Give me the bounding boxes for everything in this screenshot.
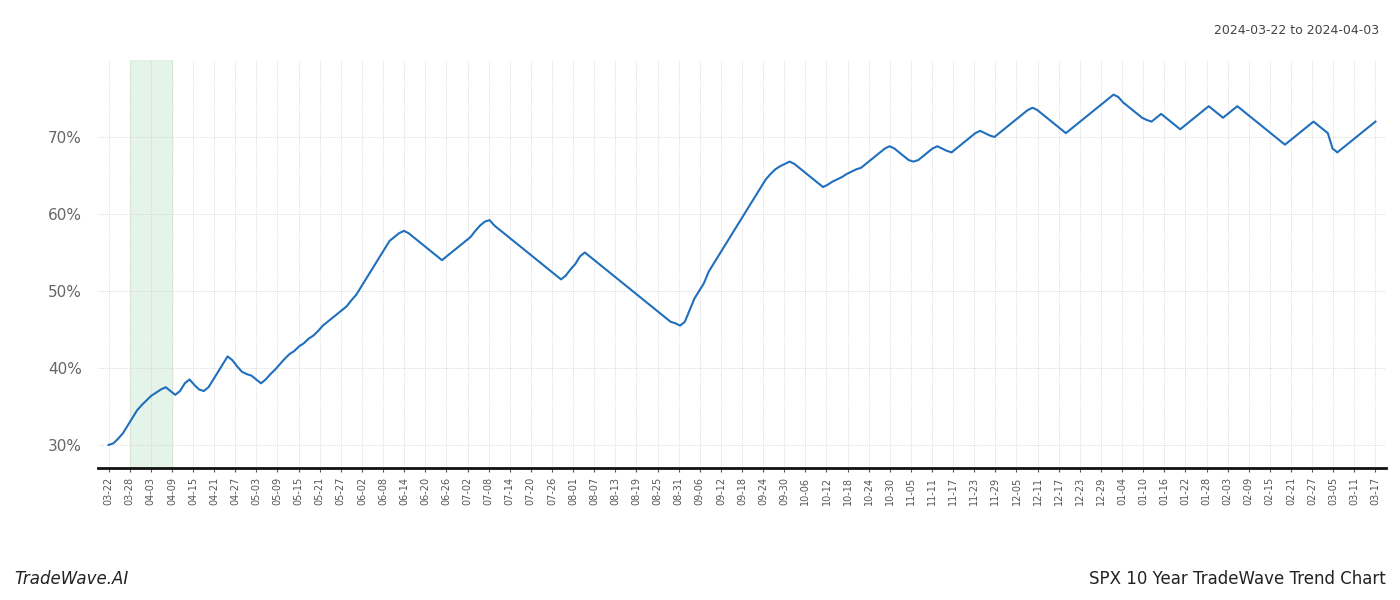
Text: SPX 10 Year TradeWave Trend Chart: SPX 10 Year TradeWave Trend Chart [1089, 570, 1386, 588]
Text: 2024-03-22 to 2024-04-03: 2024-03-22 to 2024-04-03 [1214, 24, 1379, 37]
Text: TradeWave.AI: TradeWave.AI [14, 570, 129, 588]
Bar [130, 60, 172, 468]
